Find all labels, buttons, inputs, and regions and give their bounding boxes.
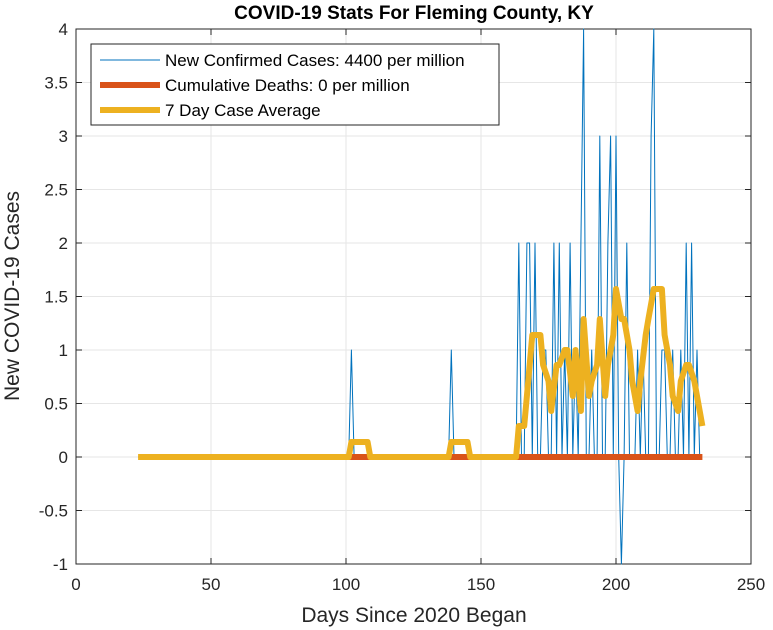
- x-tick-label-3: 150: [467, 575, 495, 594]
- y-tick-label-8: 3: [59, 127, 68, 146]
- y-tick-label-9: 3.5: [44, 74, 68, 93]
- x-tick-label-2: 100: [332, 575, 360, 594]
- x-tick-label-0: 0: [71, 575, 80, 594]
- legend-label-1: Cumulative Deaths: 0 per million: [165, 76, 410, 95]
- x-tick-label-5: 250: [737, 575, 765, 594]
- y-tick-label-2: 0: [59, 448, 68, 467]
- legend-label-0: New Confirmed Cases: 4400 per million: [165, 51, 465, 70]
- y-tick-label-5: 1.5: [44, 288, 68, 307]
- series-layer: [138, 28, 706, 565]
- y-tick-label-0: -1: [53, 555, 68, 574]
- x-axis-label: Days Since 2020 Began: [301, 604, 526, 627]
- y-tick-label-3: 0.5: [44, 395, 68, 414]
- chart-title: COVID-19 Stats For Fleming County, KY: [234, 3, 594, 24]
- y-tick-label-1: -0.5: [39, 502, 68, 521]
- y-tick-label-6: 2: [59, 234, 68, 253]
- series-line-2: [138, 286, 706, 460]
- x-tick-label-4: 200: [602, 575, 630, 594]
- y-axis-label: New COVID-19 Cases: [1, 191, 24, 401]
- legend: New Confirmed Cases: 4400 per million Cum…: [90, 43, 500, 126]
- tick-layer: 0 50 100 150 200 250 -1 -0.5 0 0.5 1 1.5 2 2.5 3 3.5 4: [39, 20, 765, 594]
- legend-label-2: 7 Day Case Average: [165, 101, 321, 120]
- y-tick-label-7: 2.5: [44, 181, 68, 200]
- y-tick-label-10: 4: [59, 20, 68, 39]
- x-tick-label-1: 50: [202, 575, 221, 594]
- y-tick-label-4: 1: [59, 341, 68, 360]
